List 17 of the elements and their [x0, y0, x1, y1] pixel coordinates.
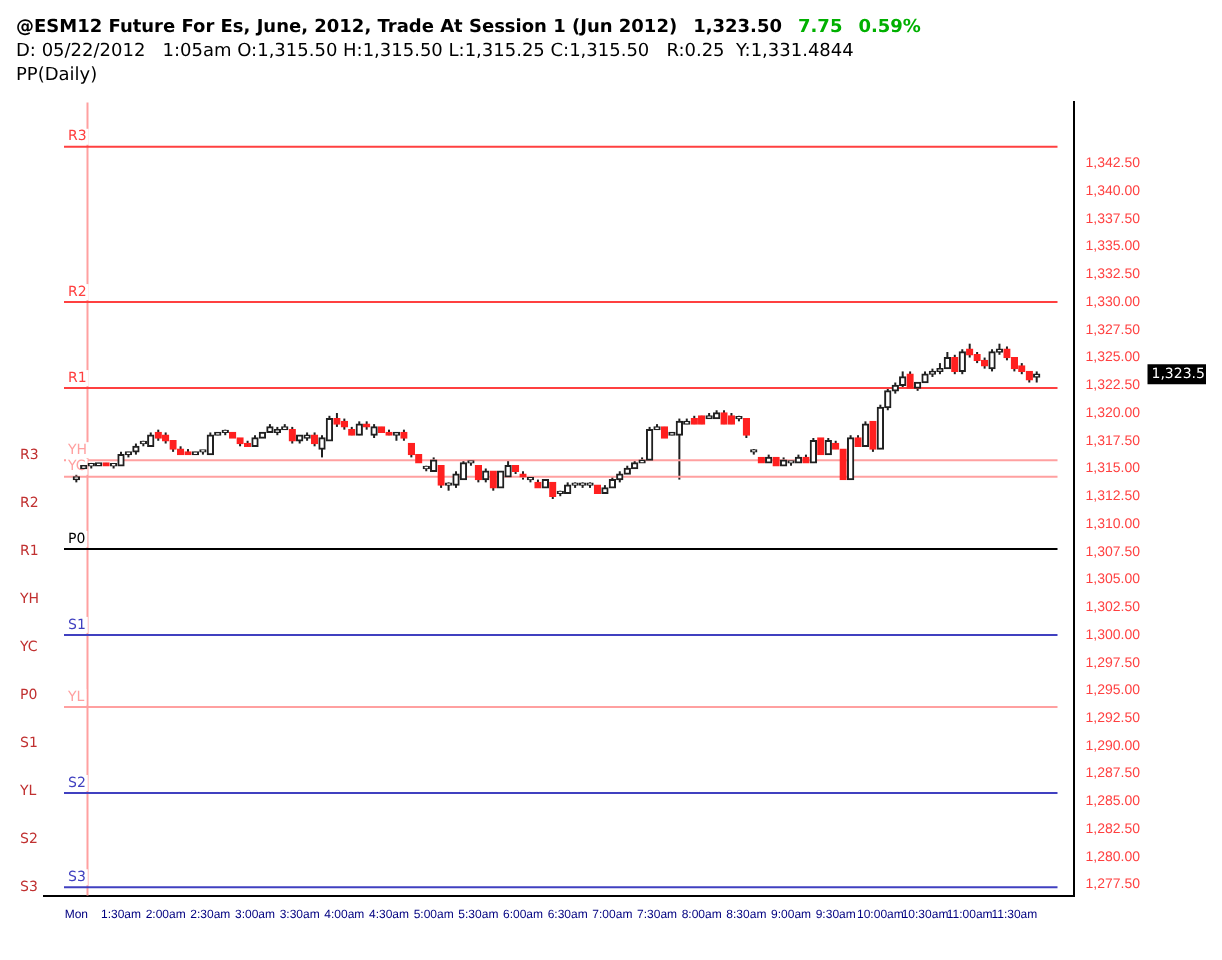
candlestick: [846, 434, 855, 481]
candlestick: [645, 425, 654, 462]
chart-subtitle: D: 05/22/2012 1:05am O:1,315.50 H:1,315.50 L:1,315.25 C:1,315.50 R:0.25 Y:1,331.4844: [16, 40, 856, 64]
candlestick: [742, 417, 751, 439]
text: PP(Daily): [16, 64, 100, 88]
candlestick: [861, 420, 870, 448]
candlestick: [958, 348, 966, 376]
candlestick: [459, 459, 468, 481]
candlestick: [988, 348, 996, 373]
text: 1,323.50: [693, 18, 782, 38]
candlestick: [839, 448, 847, 481]
candlestick: [489, 470, 497, 492]
chart-title: @ESM12 Future For Es, June, 2012, Trade At Session 1 (Jun 2012): [16, 18, 678, 38]
text: 0.59%: [858, 18, 921, 38]
text: 7.75: [798, 18, 843, 38]
candlestick: [809, 436, 818, 464]
candlestick: [437, 464, 445, 489]
